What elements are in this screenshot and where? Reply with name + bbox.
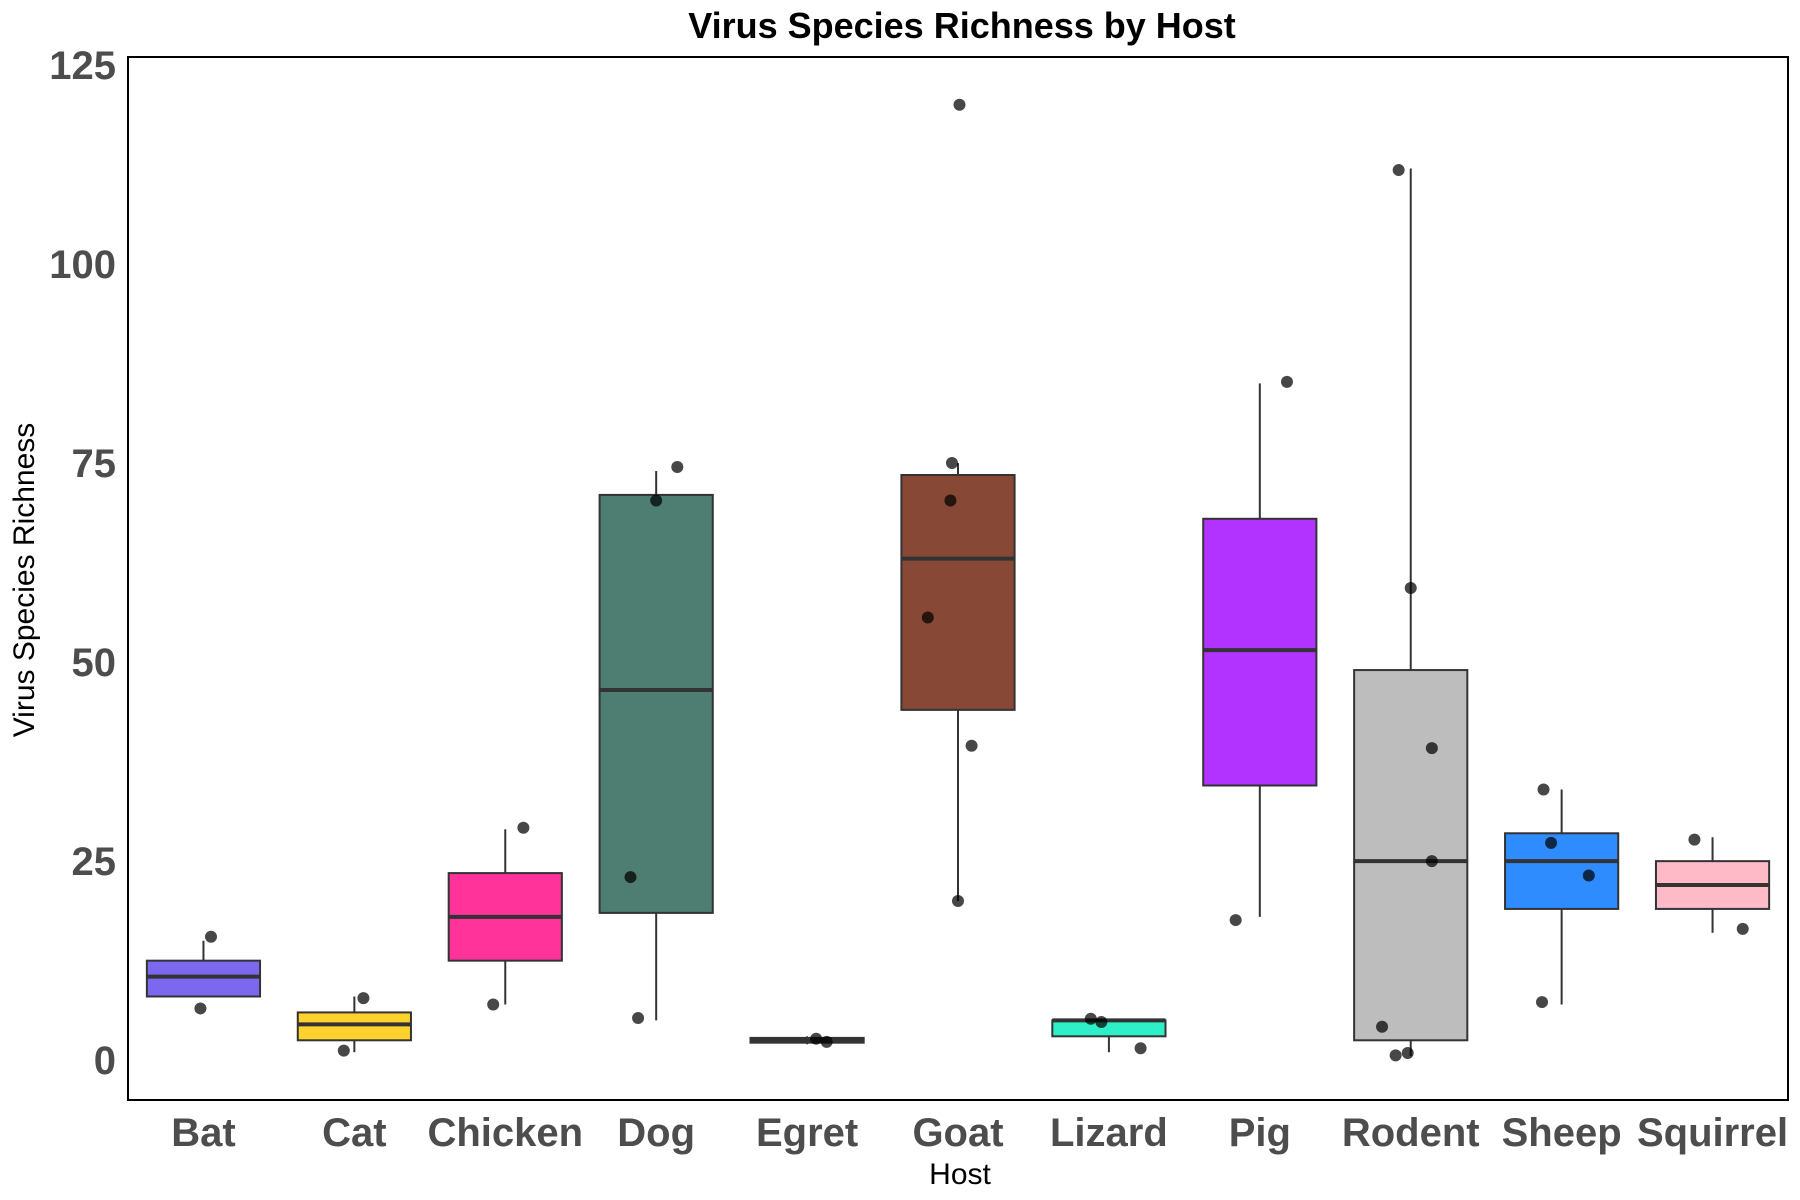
x-tick-label: Bat [171,1111,235,1155]
y-tick-label: 100 [49,243,116,287]
x-tick-label: Pig [1229,1111,1291,1155]
data-point [820,1035,833,1048]
data-point [1401,1047,1414,1060]
data-point [487,998,500,1011]
data-point [965,739,978,752]
data-point [1582,869,1595,882]
x-tick-label: Dog [617,1111,695,1155]
data-point [1404,582,1417,595]
data-point [1389,1049,1402,1062]
data-point [1425,855,1438,868]
box-egret [749,1036,865,1045]
box-dog [598,471,714,1021]
y-tick-label: 75 [72,442,117,486]
data-point [944,494,957,507]
data-point [1229,914,1242,927]
data-point [1688,833,1701,846]
data-point [650,494,663,507]
box-squirrel [1654,837,1771,933]
box-bat [145,940,262,998]
data-point [1134,1042,1147,1055]
data-point [1536,996,1549,1009]
x-tick-label: Chicken [427,1111,583,1155]
data-point [205,930,217,943]
data-point [921,611,934,624]
plot-area: 0 25 50 75 100 125 Bat Cat Chicken Dog Egret Goat Li… [49,44,1788,1155]
box-body [1353,669,1469,1042]
data-point [952,894,964,907]
data-point [194,1002,207,1015]
box-body [900,473,1016,711]
x-tick-label: Lizard [1050,1111,1168,1155]
chart-title: Virus Species Richness by Host [688,5,1236,46]
data-point [671,461,684,474]
data-point [1425,742,1438,755]
y-tick-label: 50 [72,641,117,685]
x-tick-label: Squirrel [1637,1111,1788,1155]
data-point [1084,1012,1097,1025]
x-tick-label: Egret [756,1111,858,1155]
box-sheep [1504,789,1620,1005]
x-tick-label: Sheep [1502,1111,1622,1155]
data-point [357,992,370,1005]
data-point [1095,1015,1108,1028]
box-body [1504,832,1620,910]
box-lizard [1051,1018,1167,1053]
y-tick-label: 125 [49,44,116,88]
box-chicken [447,829,563,1005]
box-pig [1202,383,1318,917]
data-point [810,1032,823,1045]
y-tick-label: 0 [94,1039,116,1083]
box-cat [296,996,412,1053]
data-point [1392,164,1405,177]
box-body [1051,1019,1167,1038]
plot-panel-border [127,56,1789,1101]
data-point [945,457,958,470]
data-point [953,98,966,111]
y-axis-label: Virus Species Richness [8,423,41,738]
y-tick-label: 25 [72,840,117,884]
data-point [1376,1020,1389,1033]
x-axis-label: Host [929,1158,991,1191]
x-tick-label: Cat [322,1111,386,1155]
data-point [1280,375,1293,388]
data-point [632,1011,645,1024]
data-point [517,821,530,834]
data-point [1736,922,1749,935]
box-goat [900,463,1016,901]
x-tick-label: Goat [912,1111,1003,1155]
data-point [337,1044,350,1057]
data-point [1545,836,1558,849]
x-tick-label: Rodent [1342,1111,1480,1155]
data-point [1537,783,1550,796]
box-body [598,493,714,914]
data-point [624,871,637,884]
box-rodent [1353,168,1469,1057]
